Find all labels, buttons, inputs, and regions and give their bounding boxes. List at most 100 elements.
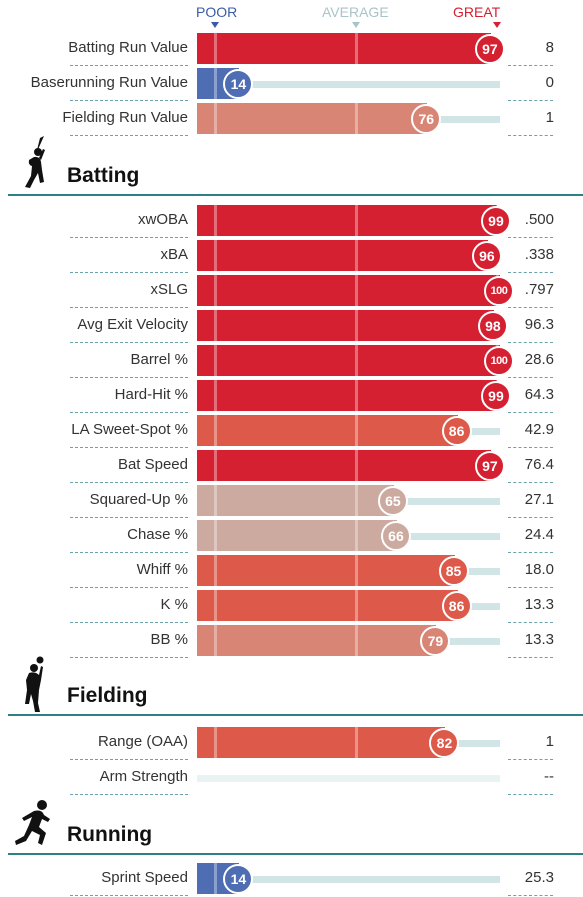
row-divider-left: [70, 482, 188, 483]
metric-label: Arm Strength: [99, 768, 188, 785]
metric-label: Hard-Hit %: [114, 386, 188, 403]
row-divider-right: [508, 342, 553, 343]
row-divider-left: [70, 237, 188, 238]
row-divider-right: [508, 622, 553, 623]
metric-value: 24.4: [524, 526, 554, 543]
percentile-badge: 79: [420, 626, 451, 656]
row-divider-left: [70, 377, 188, 378]
metric-value: 13.3: [524, 596, 554, 613]
row-divider-left: [70, 412, 188, 413]
scale-tick: [355, 275, 358, 306]
scale-tick: [214, 727, 217, 758]
metric-row[interactable]: xSLG 100 .797: [0, 273, 583, 308]
metric-value: --: [544, 768, 554, 785]
percentile-bar: [197, 450, 491, 481]
metric-row[interactable]: Sprint Speed 14 25.3: [0, 861, 583, 896]
metric-label: xBA: [160, 246, 188, 263]
scale-tick: [214, 240, 217, 271]
metric-value: 1: [545, 733, 554, 750]
metric-value: 96.3: [524, 316, 554, 333]
row-divider-right: [508, 794, 553, 795]
metric-row[interactable]: Bat Speed 97 76.4: [0, 448, 583, 483]
metric-label: LA Sweet-Spot %: [71, 421, 188, 438]
metric-row[interactable]: Squared-Up % 65 27.1: [0, 483, 583, 518]
row-divider-left: [70, 100, 188, 101]
metric-row[interactable]: K % 86 13.3: [0, 588, 583, 623]
scale-tick: [214, 415, 217, 446]
metric-label: Barrel %: [130, 351, 188, 368]
row-divider-right: [508, 587, 553, 588]
metric-row[interactable]: LA Sweet-Spot % 86 42.9: [0, 413, 583, 448]
percentile-badge: 98: [477, 311, 508, 341]
metric-value: 25.3: [524, 869, 554, 886]
percentile-bar: [197, 205, 497, 236]
scale-tick: [355, 625, 358, 656]
scale-tick: [355, 415, 358, 446]
percentile-bar: [197, 520, 397, 551]
metric-row[interactable]: Hard-Hit % 99 64.3: [0, 378, 583, 413]
row-divider-right: [508, 657, 553, 658]
metric-row[interactable]: Fielding Run Value 76 1: [0, 101, 583, 136]
row-divider-left: [70, 759, 188, 760]
metric-label: Squared-Up %: [89, 491, 188, 508]
percentile-badge: 76: [411, 104, 442, 134]
scale-tick: [355, 590, 358, 621]
metric-row[interactable]: xwOBA 99 .500: [0, 203, 583, 238]
row-divider-left: [70, 895, 188, 896]
scale-poor-label: POOR: [196, 4, 238, 20]
percentile-badge: 99: [480, 381, 511, 411]
metric-value: 27.1: [524, 491, 554, 508]
metric-value: 64.3: [524, 386, 554, 403]
row-divider-right: [508, 412, 553, 413]
row-divider-right: [508, 377, 553, 378]
row-divider-right: [508, 272, 553, 273]
scale-tick: [355, 345, 358, 376]
percentile-bar: [197, 345, 500, 376]
metric-label: BB %: [150, 631, 188, 648]
percentile-bar: [197, 415, 458, 446]
row-divider-left: [70, 517, 188, 518]
metric-row[interactable]: Arm Strength --: [0, 760, 583, 795]
fielding-section-rule: [8, 714, 583, 716]
metric-label: Chase %: [127, 526, 188, 543]
batter-icon: [25, 136, 45, 188]
metric-row[interactable]: Barrel % 100 28.6: [0, 343, 583, 378]
percentile-badge: 96: [471, 241, 502, 271]
percentile-badge: 66: [380, 521, 411, 551]
scale-tick: [214, 625, 217, 656]
metric-row[interactable]: Chase % 66 24.4: [0, 518, 583, 553]
percentile-bar: [197, 485, 394, 516]
metric-row[interactable]: Avg Exit Velocity 98 96.3: [0, 308, 583, 343]
scale-tick: [355, 310, 358, 341]
scale-tick: [355, 450, 358, 481]
row-divider-left: [70, 622, 188, 623]
metric-row[interactable]: BB % 79 13.3: [0, 623, 583, 658]
metric-row[interactable]: xBA 96 .338: [0, 238, 583, 273]
percentile-bar: [197, 555, 455, 586]
scale-tick: [214, 205, 217, 236]
scale-tick: [214, 520, 217, 551]
metric-value: 0: [545, 74, 554, 91]
metric-row[interactable]: Range (OAA) 82 1: [0, 725, 583, 760]
row-divider-right: [508, 100, 553, 101]
metric-value: .500: [524, 211, 554, 228]
running-section-rule: [8, 853, 583, 855]
row-divider-right: [508, 135, 553, 136]
row-divider-right: [508, 895, 553, 896]
row-divider-left: [70, 65, 188, 66]
fielder-icon: [25, 656, 44, 712]
scale-tick: [355, 103, 358, 134]
row-divider-right: [508, 237, 553, 238]
metric-label: Whiff %: [136, 561, 188, 578]
metric-row[interactable]: Baserunning Run Value 14 0: [0, 66, 583, 101]
percentile-badge: 100: [484, 346, 514, 376]
percentile-bar: [197, 103, 428, 134]
percentile-bar: [197, 240, 488, 271]
metric-row[interactable]: Batting Run Value 97 8: [0, 31, 583, 66]
percentile-track: [197, 81, 500, 88]
metric-value: .338: [524, 246, 554, 263]
metric-row[interactable]: Whiff % 85 18.0: [0, 553, 583, 588]
scale-tick: [214, 450, 217, 481]
metric-label: Fielding Run Value: [62, 109, 188, 126]
batting-section-header: Batting: [0, 136, 583, 196]
